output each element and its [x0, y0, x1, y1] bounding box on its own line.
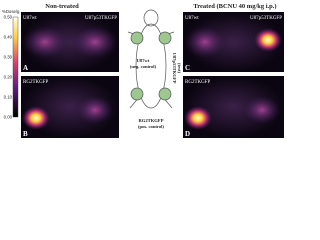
diagram-label: (pos. control) — [138, 124, 164, 129]
colorbar-tick: 0.30 — [4, 55, 13, 60]
figure-canvas: Non-treated Treated (BCNU 40 mg/kg i.p.)… — [2, 3, 284, 138]
figure: Non-treated Treated (BCNU 40 mg/kg i.p.)… — [2, 3, 284, 138]
diagram-label: (neg. control) — [130, 64, 157, 69]
header-left: Non-treated — [45, 3, 79, 10]
panel-label: U87wt — [185, 16, 199, 21]
diagram-label: RG2TKGFP — [138, 118, 163, 123]
panel-letter: C — [185, 64, 190, 72]
panel-label: U87wt — [23, 16, 37, 21]
diagram-label: U87wt — [137, 58, 150, 63]
panel-a: U87wt U87p53TKGFP A — [21, 12, 119, 72]
panel-label: U87p53TKGFP — [250, 16, 282, 21]
panel-letter: B — [23, 130, 28, 138]
colorbar-tick: 0.10 — [4, 95, 13, 100]
colorbar — [12, 16, 19, 118]
panel-d: RG2TKGFP D — [183, 76, 284, 138]
header-right: Treated (BCNU 40 mg/kg i.p.) — [193, 3, 276, 10]
colorbar-tick: 0.50 — [4, 15, 13, 20]
panel-letter: D — [185, 130, 190, 138]
diagram-label: (test) — [177, 63, 182, 73]
colorbar-tick: 0.40 — [4, 35, 13, 40]
diagram-label: U87p53TKGFP — [172, 53, 177, 84]
panel-label: U87p53TKGFP — [85, 16, 117, 21]
mouse-diagram — [127, 9, 175, 109]
colorbar-tick: 0.00 — [4, 115, 13, 120]
panel-c: U87wt U87p53TKGFP C — [183, 12, 284, 72]
colorbar-title: %Dose/g — [2, 9, 20, 14]
panel-label: RG2TKGFP — [23, 80, 49, 85]
panel-letter: A — [23, 64, 28, 72]
panel-b: RG2TKGFP B — [21, 76, 119, 138]
panel-label: RG2TKGFP — [185, 80, 211, 85]
colorbar-tick: 0.20 — [4, 75, 13, 80]
